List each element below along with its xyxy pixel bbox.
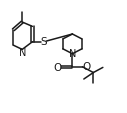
Text: N: N [19, 47, 26, 57]
Text: O: O [82, 62, 90, 72]
Text: N: N [69, 48, 76, 58]
Text: S: S [41, 37, 47, 47]
Text: O: O [53, 62, 61, 72]
